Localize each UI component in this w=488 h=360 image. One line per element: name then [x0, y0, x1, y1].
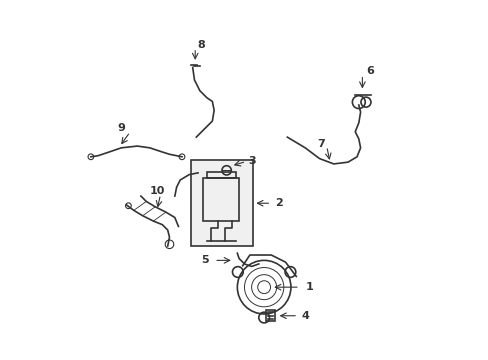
Text: 9: 9 — [118, 123, 125, 133]
Text: 2: 2 — [274, 198, 282, 208]
Text: 10: 10 — [149, 186, 165, 196]
Text: 1: 1 — [305, 282, 312, 292]
Text: 8: 8 — [197, 40, 204, 50]
Text: 7: 7 — [317, 139, 325, 149]
Text: 3: 3 — [247, 157, 255, 166]
Bar — [206, 172, 235, 178]
Bar — [265, 310, 274, 321]
Bar — [190, 160, 253, 246]
Text: 6: 6 — [365, 66, 373, 76]
Text: 4: 4 — [301, 311, 309, 321]
Text: 5: 5 — [201, 255, 208, 265]
Bar — [203, 178, 239, 221]
